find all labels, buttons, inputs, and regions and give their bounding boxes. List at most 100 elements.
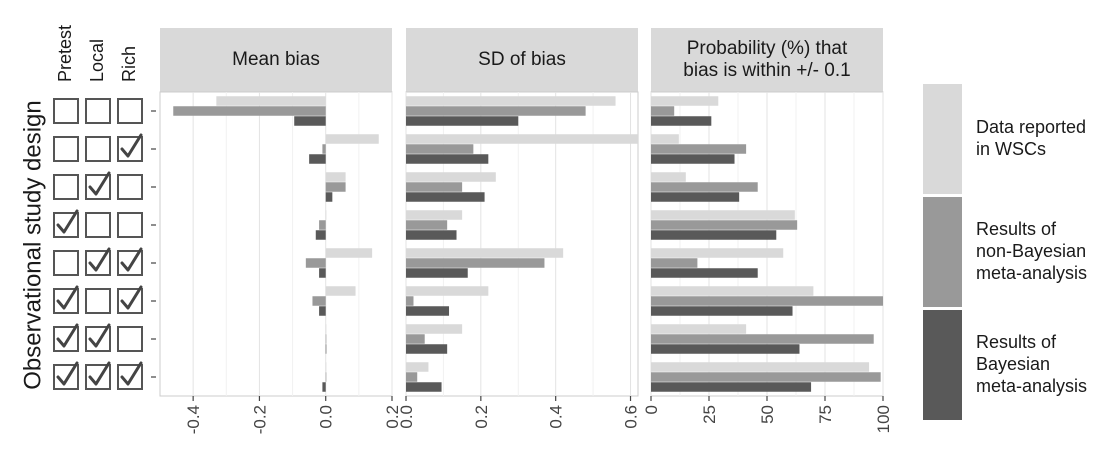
bar bbox=[312, 296, 326, 306]
bar bbox=[173, 106, 326, 116]
x-tick-label: 0.2 bbox=[383, 405, 402, 429]
unchecked-box bbox=[53, 98, 79, 124]
unchecked-box bbox=[85, 212, 111, 238]
bar bbox=[325, 134, 379, 144]
bar bbox=[651, 286, 814, 296]
bar bbox=[305, 258, 326, 268]
legend-label: meta-analysis bbox=[976, 376, 1087, 396]
bar bbox=[406, 334, 425, 344]
unchecked-box bbox=[85, 288, 111, 314]
bar bbox=[651, 96, 719, 106]
bar bbox=[325, 334, 327, 344]
bar bbox=[406, 134, 638, 144]
unchecked-box bbox=[117, 174, 143, 200]
check-mark-icon bbox=[120, 133, 143, 158]
bar bbox=[406, 106, 586, 116]
y-axis-title: Observational study design bbox=[19, 100, 46, 390]
check-mark-icon bbox=[88, 171, 111, 196]
bar bbox=[651, 344, 800, 354]
bar bbox=[325, 362, 327, 372]
x-tick-label: 0.4 bbox=[547, 405, 566, 429]
check-mark-icon bbox=[88, 247, 111, 272]
design-column-header: Rich bbox=[119, 46, 139, 82]
bar bbox=[651, 106, 675, 116]
panel-title: SD of bias bbox=[478, 49, 566, 70]
bar bbox=[406, 286, 489, 296]
bar bbox=[651, 382, 812, 392]
x-tick-label: -0.4 bbox=[184, 405, 203, 434]
unchecked-box bbox=[117, 98, 143, 124]
unchecked-box bbox=[85, 98, 111, 124]
check-mark-icon bbox=[120, 247, 143, 272]
bar bbox=[322, 144, 326, 154]
bar bbox=[406, 96, 616, 106]
bar bbox=[406, 324, 463, 334]
bar bbox=[315, 230, 326, 240]
bar bbox=[406, 116, 519, 126]
unchecked-box bbox=[117, 326, 143, 352]
bar bbox=[651, 172, 686, 182]
check-mark-icon bbox=[56, 361, 79, 386]
x-tick-label: 100 bbox=[874, 405, 893, 433]
bar bbox=[651, 324, 747, 334]
legend-label: in WSCs bbox=[976, 139, 1046, 159]
check-mark-icon bbox=[120, 361, 143, 386]
panel-strip bbox=[406, 28, 638, 92]
bar bbox=[651, 248, 784, 258]
bar bbox=[406, 258, 545, 268]
bar bbox=[325, 344, 327, 354]
bar bbox=[406, 182, 463, 192]
legend-label: Results of bbox=[976, 219, 1057, 239]
bar bbox=[216, 96, 326, 106]
x-tick-label: 25 bbox=[700, 405, 719, 424]
bar bbox=[294, 116, 326, 126]
bar bbox=[406, 248, 564, 258]
panel: SD of bias 0.0 0.2 0.4 0.6 bbox=[397, 28, 641, 429]
bar bbox=[651, 306, 793, 316]
bar bbox=[319, 268, 326, 278]
legend-label: meta-analysis bbox=[976, 263, 1087, 283]
panel-title: Mean bias bbox=[232, 49, 320, 70]
bar bbox=[325, 324, 327, 334]
bar bbox=[651, 296, 883, 306]
x-tick-label: 75 bbox=[816, 405, 835, 424]
check-mark-icon bbox=[56, 285, 79, 310]
bar bbox=[325, 182, 346, 192]
bar bbox=[325, 286, 356, 296]
x-tick-label: 0.0 bbox=[317, 405, 336, 429]
bar bbox=[651, 268, 758, 278]
bar bbox=[651, 154, 735, 164]
panel: Mean bias -0.4 -0.2 0.0 0.2 bbox=[159, 28, 402, 434]
bar bbox=[406, 306, 450, 316]
bar bbox=[651, 230, 777, 240]
legend-label: Bayesian bbox=[976, 354, 1050, 374]
x-tick-label: 0.0 bbox=[397, 405, 416, 429]
unchecked-box bbox=[85, 136, 111, 162]
bar bbox=[651, 220, 798, 230]
check-mark-icon bbox=[120, 285, 143, 310]
bar bbox=[406, 268, 468, 278]
legend-label: non-Bayesian bbox=[976, 241, 1086, 261]
bar bbox=[325, 172, 346, 182]
design-column-header: Pretest bbox=[55, 25, 75, 82]
bar bbox=[406, 296, 414, 306]
check-mark-icon bbox=[88, 361, 111, 386]
bar bbox=[651, 182, 758, 192]
bar bbox=[651, 134, 679, 144]
legend-label: Data reported bbox=[976, 117, 1086, 137]
bar bbox=[319, 220, 326, 230]
design-column-headers: Pretest Local Rich bbox=[55, 25, 139, 82]
bar bbox=[406, 230, 457, 240]
bar bbox=[406, 144, 474, 154]
bar bbox=[651, 144, 747, 154]
bar bbox=[325, 192, 333, 202]
unchecked-box bbox=[53, 174, 79, 200]
unchecked-box bbox=[53, 250, 79, 276]
bar bbox=[651, 334, 874, 344]
bar bbox=[406, 210, 463, 220]
bar bbox=[406, 372, 418, 382]
panel-title: bias is within +/- 0.1 bbox=[683, 60, 850, 81]
bar bbox=[322, 382, 326, 392]
